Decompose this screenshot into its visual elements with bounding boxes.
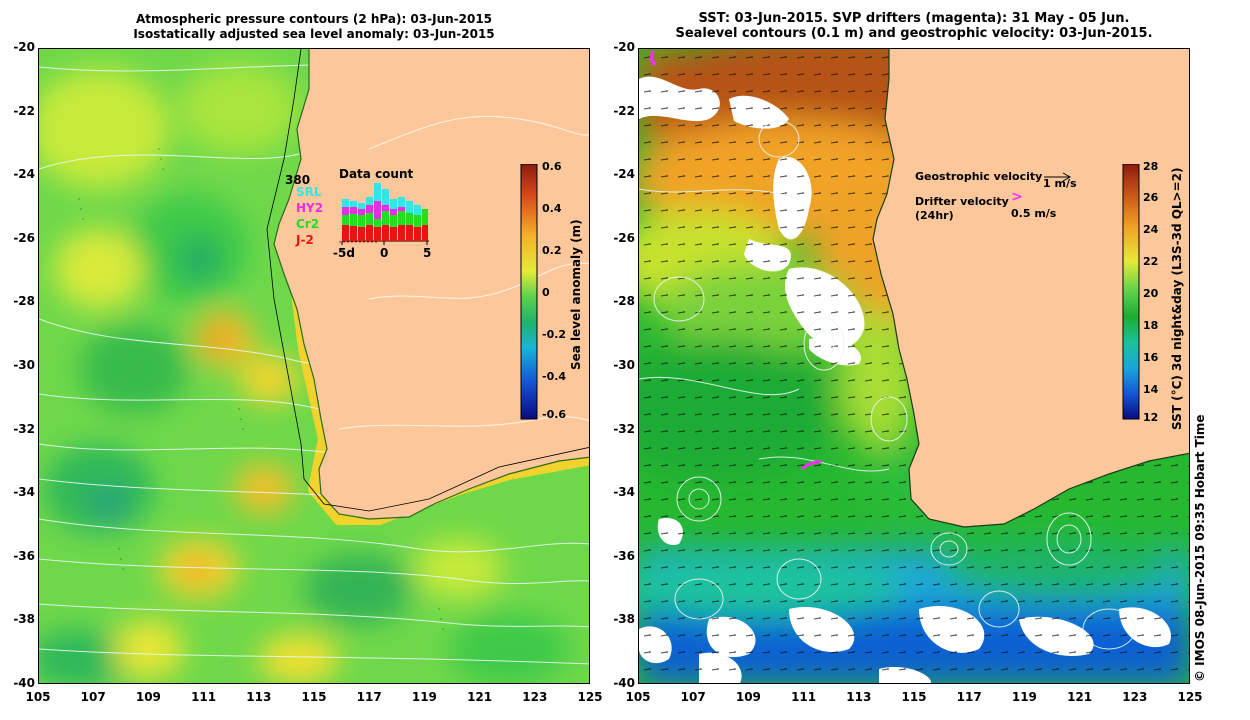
sst-tick-16: 16	[1143, 351, 1159, 364]
left-x-tick-label: 109	[135, 690, 161, 704]
right-y-tick-label: -20	[613, 40, 635, 54]
data-count-bars	[342, 183, 428, 241]
sst-tick-20: 20	[1143, 287, 1159, 300]
right-x-tick-label: 121	[1067, 690, 1093, 704]
drifter-scale-label: 0.5 m/s	[1011, 207, 1057, 220]
left-x-tick-label: 121	[467, 690, 493, 704]
sst-tick-14: 14	[1143, 383, 1159, 396]
right-x-tick-label: 123	[1122, 690, 1148, 704]
sst-map-graphic	[639, 49, 1189, 683]
inset-tick-minus5: -5d	[333, 246, 355, 260]
australia-land	[274, 49, 589, 519]
left-y-tick-label: -20	[13, 40, 35, 54]
left-x-tick-label: 115	[301, 690, 327, 704]
right-x-tick-label: 113	[846, 690, 872, 704]
left-y-tick-label: -40	[13, 676, 35, 690]
right-x-tick-label: 125	[1177, 690, 1203, 704]
sla-tick-4: -0.2	[542, 328, 567, 341]
geostrophic-scale-label: 1 m/s	[1043, 177, 1077, 190]
left-x-tick-label: 107	[80, 690, 106, 704]
sst-tick-28: 28	[1143, 160, 1159, 173]
right-x-tick-label: 117	[956, 690, 982, 704]
left-y-tick-label: -38	[13, 612, 35, 627]
satellite-cr2-label: Cr2	[296, 217, 320, 231]
right-y-tick-label: -32	[613, 421, 635, 436]
right-x-tick-label: 107	[680, 690, 706, 704]
sla-tick-0: 0.6	[542, 160, 562, 173]
data-count-title: Data count	[339, 167, 414, 181]
drifter-velocity-sub: (24hr)	[915, 209, 954, 222]
data-count-inset	[339, 183, 429, 245]
sla-tick-5: -0.4	[542, 370, 567, 383]
left-y-tick-label: -28	[13, 294, 35, 309]
geostrophic-velocity-label: Geostrophic velocity	[915, 170, 1043, 183]
right-title-line1: SST: 03-Jun-2015. SVP drifters (magenta)…	[698, 11, 1130, 26]
sla-tick-6: -0.6	[542, 408, 567, 421]
left-y-tick-label: -36	[13, 548, 35, 563]
data-count-total: 380	[285, 173, 311, 187]
satellite-j2-label: J-2	[296, 233, 314, 247]
left-x-tick-label: 111	[191, 690, 217, 704]
right-x-tick-label: 109	[735, 690, 761, 704]
left-y-tick-label: -22	[13, 103, 35, 118]
left-title-line2: Isostatically adjusted sea level anomaly…	[133, 27, 495, 41]
sla-tick-2: 0.2	[542, 244, 562, 257]
left-x-tick-label: 125	[577, 690, 603, 704]
right-y-tick-label: -36	[613, 548, 635, 563]
sst-map: Geostrophic velocity 1 m/s Drifter veloc…	[638, 48, 1190, 684]
right-y-tick-label: -22	[613, 103, 635, 118]
left-x-tick-label: 117	[356, 690, 382, 704]
right-y-tick-label: -30	[613, 358, 635, 372]
drifter-velocity-label: Drifter velocity	[915, 195, 1009, 208]
right-x-tick-label: 111	[791, 690, 817, 704]
sea-level-anomaly-map: Data count 380 SRL HY2 Cr2 J-2 -5d 0 5	[38, 48, 590, 684]
imos-credit: © IMOS 08-Jun-2015 09:35 Hobart Time	[1193, 414, 1207, 682]
left-x-tick-label: 113	[246, 690, 272, 704]
sla-colorbar-label: Sea level anomaly (m)	[569, 219, 583, 370]
left-x-tick-label: 119	[411, 690, 437, 704]
left-y-tick-label: -24	[13, 167, 35, 182]
satellite-srl-label: SRL	[296, 185, 322, 199]
drifter-track-north	[649, 50, 657, 66]
left-title-line1: Atmospheric pressure contours (2 hPa): 0…	[135, 12, 493, 26]
right-y-tick-label: -26	[613, 230, 635, 245]
right-y-tick-label: -40	[613, 676, 635, 690]
australia-land	[873, 49, 1189, 527]
left-x-tick-label: 105	[25, 690, 51, 704]
right-x-tick-label: 119	[1011, 690, 1037, 704]
drifter-scale-symbol: >	[1011, 189, 1023, 205]
sst-tick-12: 12	[1143, 411, 1159, 424]
drifter-track-central	[800, 459, 822, 471]
inset-tick-0: 0	[380, 246, 389, 260]
right-y-tick-label: -28	[613, 294, 635, 309]
sst-colorbar	[1122, 164, 1140, 420]
right-y-tick-label: -34	[613, 485, 635, 500]
left-y-tick-label: -30	[13, 358, 35, 372]
right-title-line2: Sealevel contours (0.1 m) and geostrophi…	[675, 26, 1153, 41]
sla-tick-1: 0.4	[542, 202, 562, 215]
inset-tick-5: 5	[423, 246, 432, 260]
right-x-tick-label: 115	[901, 690, 927, 704]
left-panel-title: Atmospheric pressure contours (2 hPa): 0…	[40, 12, 588, 42]
sla-map-graphic	[39, 49, 589, 683]
sst-tick-24: 24	[1143, 223, 1159, 236]
left-y-tick-label: -26	[13, 230, 35, 245]
right-y-tick-label: -24	[613, 167, 635, 182]
sla-colorbar	[520, 164, 538, 420]
sst-tick-22: 22	[1143, 255, 1159, 268]
geostrophic-scale-arrow	[1044, 172, 1072, 182]
right-panel-title: SST: 03-Jun-2015. SVP drifters (magenta)…	[638, 11, 1190, 41]
left-y-tick-label: -34	[13, 485, 35, 500]
right-y-tick-label: -38	[613, 612, 635, 627]
sst-colorbar-label: SST (°C) 3d night&day (L3S-3d QL>=2)	[1170, 167, 1184, 431]
left-y-tick-label: -32	[13, 421, 35, 436]
left-x-tick-label: 123	[522, 690, 548, 704]
satellite-hy2-label: HY2	[296, 201, 324, 215]
sla-tick-3: 0	[542, 286, 550, 299]
sst-tick-26: 26	[1143, 191, 1159, 204]
sst-tick-18: 18	[1143, 319, 1159, 332]
right-x-tick-label: 105	[625, 690, 651, 704]
